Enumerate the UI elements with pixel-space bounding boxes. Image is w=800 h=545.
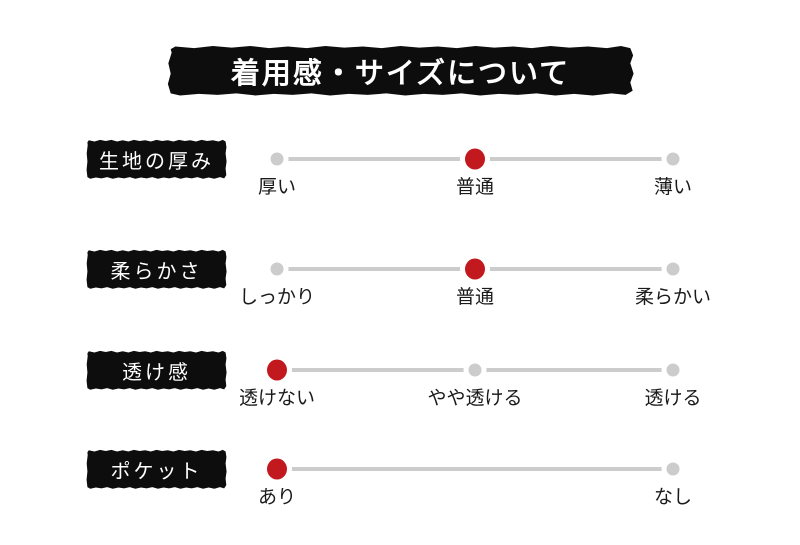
scale-dot xyxy=(666,462,680,476)
scale-dot-selected xyxy=(267,359,287,381)
section-title-banner: 着用感・サイズについて xyxy=(167,46,634,96)
option-labels: 厚い 普通 薄い xyxy=(258,172,692,198)
option-labels: しっかり 普通 柔らかい xyxy=(239,282,711,308)
scale-dot xyxy=(666,152,680,166)
row-label-pocket: ポケット xyxy=(86,449,227,489)
scale-dot xyxy=(468,363,482,377)
row-label-fabric-thickness: 生地の厚み xyxy=(86,139,227,179)
option-label: しっかり xyxy=(238,287,316,308)
scale-dot xyxy=(666,363,680,377)
option-label: 柔らかい xyxy=(634,287,712,308)
option-labels: あり なし xyxy=(258,482,692,508)
scale-dot xyxy=(270,262,284,276)
option-label: やや透ける xyxy=(427,388,523,409)
scale-dot-selected xyxy=(465,258,485,280)
option-label: 透けない xyxy=(238,388,316,409)
scale-dot-selected xyxy=(267,458,287,480)
option-label: あり xyxy=(257,487,297,508)
scale-track xyxy=(277,467,673,471)
option-label: 厚い xyxy=(257,177,297,198)
scale-dot xyxy=(666,262,680,276)
row-label-softness: 柔らかさ xyxy=(86,249,227,289)
option-labels: 透けない やや透ける 透ける xyxy=(239,383,702,409)
option-label: 透ける xyxy=(644,388,702,409)
scale-dot-selected xyxy=(465,148,485,170)
scale-dot xyxy=(270,152,284,166)
row-label-sheerness: 透け感 xyxy=(86,350,227,390)
section-title: 着用感・サイズについて xyxy=(230,58,571,90)
row-label-text: 生地の厚み xyxy=(99,151,214,173)
option-label: 普通 xyxy=(455,287,495,308)
option-label: 薄い xyxy=(653,177,693,198)
row-label-text: 透け感 xyxy=(122,362,191,384)
row-label-text: 柔らかさ xyxy=(110,261,203,283)
option-label: 普通 xyxy=(455,177,495,198)
option-label: なし xyxy=(653,487,693,508)
row-label-text: ポケット xyxy=(110,461,203,483)
